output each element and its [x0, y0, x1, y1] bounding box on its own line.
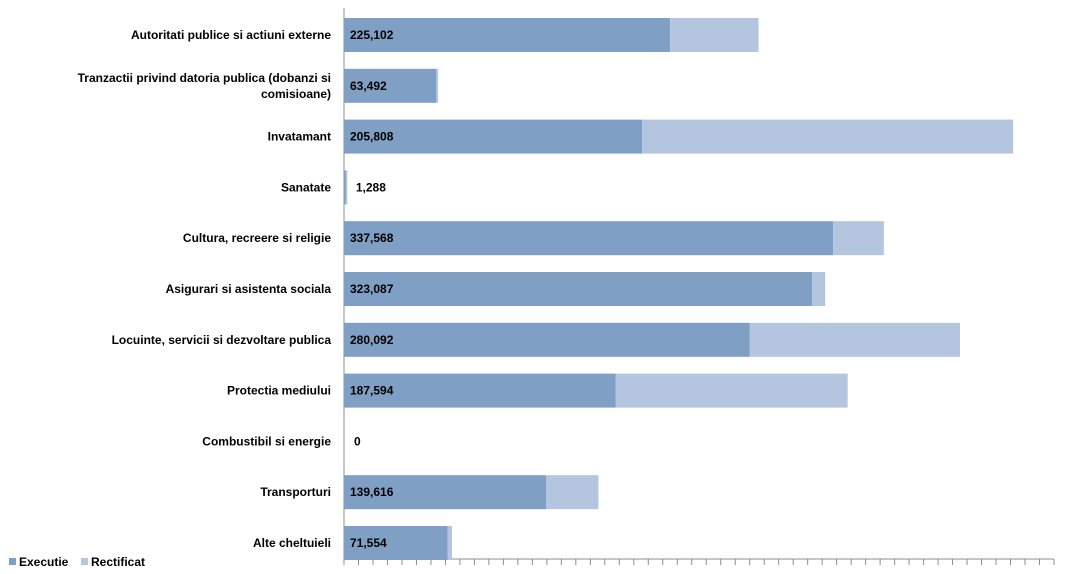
value-label: 187,594	[350, 384, 394, 398]
bar-executie	[344, 322, 750, 357]
bar-rectificat	[670, 18, 759, 52]
bar-executie	[344, 272, 813, 306]
value-label: 0	[354, 434, 361, 448]
value-label: 337,568	[350, 231, 394, 245]
value-label: 280,092	[350, 333, 394, 347]
bar-executie	[344, 526, 448, 560]
category-label: Combustibil si energie	[202, 434, 331, 448]
category-label: Alte cheltuieli	[253, 536, 331, 550]
category-label: Tranzactii privind datoria publica (doba…	[78, 71, 331, 101]
value-label: 71,554	[350, 536, 387, 550]
bar-rectificat	[546, 475, 599, 510]
bar-rectificat	[833, 221, 884, 256]
category-label: Invatamant	[268, 130, 331, 144]
legend-swatch-executie	[9, 558, 16, 565]
value-label: 205,808	[350, 130, 394, 144]
legend-swatch-rectificat	[81, 558, 88, 565]
bar-rectificat	[447, 526, 453, 560]
bar-executie	[344, 18, 671, 52]
bar-rectificat	[345, 170, 348, 205]
category-label: Transporturi	[260, 485, 331, 499]
bar-executie	[344, 373, 616, 408]
bar-rectificat	[642, 119, 1014, 154]
category-label: Asigurari si asistenta sociala	[166, 282, 332, 296]
category-label: Locuinte, servicii si dezvoltare publica	[112, 333, 332, 347]
value-label: 225,102	[350, 28, 394, 42]
bar-rectificat	[812, 272, 826, 306]
value-label: 63,492	[350, 79, 387, 93]
bar-rectificat	[615, 373, 848, 408]
bar-executie	[344, 170, 346, 205]
bar-executie	[344, 119, 643, 154]
bar-rectificat	[749, 322, 960, 357]
category-label: Sanatate	[281, 180, 331, 194]
bar-executie	[344, 68, 436, 103]
category-label: Autoritati publice si actiuni externe	[131, 28, 331, 42]
legend-label-executie: Executie	[19, 555, 69, 569]
legend-label-rectificat: Rectificat	[91, 555, 145, 569]
bar-rectificat	[435, 68, 439, 103]
bar-executie	[344, 221, 834, 256]
category-label: Cultura, recreere si religie	[183, 231, 331, 245]
value-label: 1,288	[356, 180, 386, 194]
category-label: Protectia mediului	[227, 384, 331, 398]
bar-executie	[344, 475, 547, 510]
value-label: 139,616	[350, 485, 394, 499]
value-label: 323,087	[350, 282, 394, 296]
